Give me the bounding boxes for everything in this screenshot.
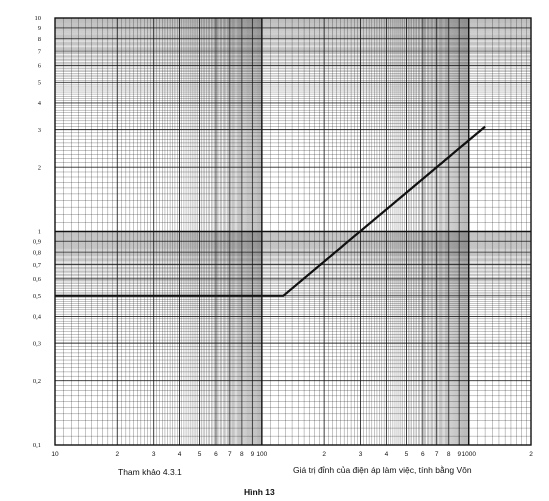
y-tick-label: 2 xyxy=(38,164,41,171)
x-tick-label: 8 xyxy=(447,451,451,458)
x-tick-label: 5 xyxy=(405,451,409,458)
x-tick-label: 8 xyxy=(240,451,244,458)
y-tick-label: 0,3 xyxy=(33,340,41,347)
figure-title: Hình 13 xyxy=(244,487,275,497)
x-tick-label: 6 xyxy=(421,451,425,458)
y-tick-label: 5 xyxy=(38,79,41,86)
x-tick-label: 3 xyxy=(359,451,363,458)
y-tick-label: 8 xyxy=(38,36,41,43)
x-tick-label: 4 xyxy=(385,451,389,458)
x-tick-label: 2 xyxy=(322,451,326,458)
y-tick-label: 0,4 xyxy=(33,314,42,321)
y-tick-label: 9 xyxy=(38,25,41,32)
x-tick-label: 1000 xyxy=(461,451,476,458)
x-tick-label: 5 xyxy=(198,451,202,458)
x-tick-label: 10 xyxy=(51,451,59,458)
chart-grid xyxy=(54,17,532,446)
y-tick-label: 7 xyxy=(38,48,42,55)
x-tick-label: 100 xyxy=(256,451,267,458)
y-tick-label: 0,5 xyxy=(33,293,41,300)
y-tick-label: 0,7 xyxy=(33,262,42,269)
y-tick-label: 0,1 xyxy=(33,442,41,449)
reference-caption: Tham khảo 4.3.1 xyxy=(118,467,182,477)
x-tick-label: 9 xyxy=(251,451,255,458)
x-tick-label: 4 xyxy=(178,451,182,458)
x-tick-label: 6 xyxy=(214,451,218,458)
x-tick-label: 2 xyxy=(529,451,533,458)
x-tick-label: 7 xyxy=(228,451,232,458)
y-tick-label: 0,8 xyxy=(33,249,41,256)
y-tick-label: 10 xyxy=(35,15,42,22)
series-line-0 xyxy=(55,125,486,297)
chart-series xyxy=(55,125,486,297)
x-tick-label: 9 xyxy=(457,451,461,458)
y-tick-label: 6 xyxy=(38,63,42,70)
x-tick-label: 3 xyxy=(152,451,156,458)
chart-tick-labels: 0,10,20,30,40,50,60,70,80,91234567891010… xyxy=(33,15,533,458)
x-axis-title: Giá trị đỉnh của điện áp làm việc, tính … xyxy=(293,465,472,475)
y-tick-label: 1 xyxy=(38,229,41,236)
x-tick-label: 7 xyxy=(435,451,439,458)
x-tick-label: 2 xyxy=(115,451,119,458)
y-tick-label: 0,6 xyxy=(33,276,42,283)
y-tick-label: 3 xyxy=(38,127,41,134)
y-tick-label: 0,2 xyxy=(33,378,41,385)
y-tick-label: 0,9 xyxy=(33,238,41,245)
plot-frame xyxy=(54,17,532,446)
y-tick-label: 4 xyxy=(38,100,42,107)
